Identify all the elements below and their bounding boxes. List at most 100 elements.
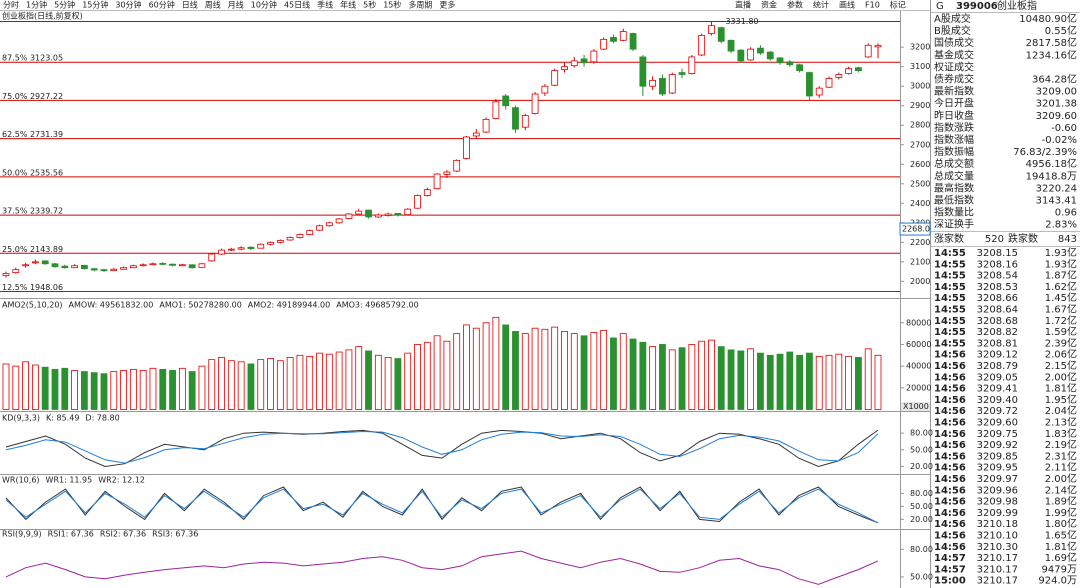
candle-body (874, 45, 882, 48)
toolbar-tab[interactable]: 60分钟 (149, 0, 175, 10)
toolbar-tool[interactable]: 参数 (787, 0, 803, 10)
toolbar-tab[interactable]: 30分钟 (115, 0, 141, 10)
info-value: 4956.18亿 (1026, 157, 1077, 170)
candle-body (169, 263, 176, 266)
indicator-line (5, 429, 879, 468)
toolbar-tool[interactable]: 统计 (813, 0, 829, 10)
volume-bar (512, 331, 519, 410)
toolbar-tool[interactable]: 直播 (735, 0, 751, 10)
tick-price: 3209.98 (977, 497, 1018, 508)
tick-volume: 1.45亿 (1045, 291, 1077, 304)
toolbar-tab[interactable]: 5秒 (363, 0, 376, 10)
toolbar-tab[interactable]: 15秒 (383, 0, 401, 10)
volume-bar (678, 347, 686, 410)
tick-volume: 1.81亿 (1045, 382, 1077, 395)
info-flag: G (936, 1, 944, 12)
y-tick-label: 20.00 (910, 462, 933, 471)
candle-body (698, 35, 706, 56)
y-tick-label: 50.00 (910, 502, 933, 511)
tick-volume: 2.13亿 (1045, 416, 1077, 429)
volume-bar (708, 339, 715, 410)
info-label: 最低指数 (934, 194, 974, 207)
toolbar-tab[interactable]: 分时 (3, 0, 19, 10)
candle-body (453, 159, 461, 172)
y-tick-label: 20.00 (910, 515, 933, 524)
tick-volume: 9479万 (1042, 564, 1077, 575)
candle-body (237, 247, 245, 250)
candle-body (267, 241, 274, 245)
candle-body (374, 214, 382, 218)
toolbar-tab[interactable]: 月线 (228, 0, 244, 10)
toolbar-tab[interactable]: 季线 (317, 0, 333, 10)
candle-body (218, 249, 225, 255)
tick-volume: 2.15亿 (1045, 359, 1077, 372)
info-value: 3143.41 (1036, 196, 1077, 207)
tick-price: 3209.12 (977, 350, 1018, 361)
volume-unit: X1000 (903, 402, 929, 411)
toolbar-tool[interactable]: 资金 (761, 0, 777, 10)
tick-volume: 1.59亿 (1045, 325, 1077, 338)
candle-body (129, 265, 137, 269)
volume-bar (247, 363, 255, 410)
info-value: 10480.90亿 (1019, 12, 1077, 25)
toolbar-tool[interactable]: F10 (865, 1, 880, 10)
volume-bar (845, 355, 853, 410)
toolbar-tab[interactable]: 日线 (182, 0, 198, 10)
toolbar-tab[interactable]: 周线 (205, 0, 221, 10)
info-label: 深证换手 (934, 218, 974, 231)
y-tick-label: 80000 (906, 318, 931, 327)
volume-bar (100, 373, 108, 410)
toolbar-tab[interactable]: 5分钟 (54, 0, 75, 10)
toolbar-tool[interactable]: 画线 (839, 0, 855, 10)
volume-bar (257, 359, 265, 410)
info-code: 399006 (956, 1, 998, 12)
y-tick-label: 3100 (910, 62, 930, 71)
toolbar-tab[interactable]: 年线 (340, 0, 356, 10)
info-label: 指数涨跌 (934, 121, 974, 134)
y-tick-label: 40000 (906, 362, 931, 371)
volume-bar (129, 368, 137, 410)
indicator-label: AMO3: 49685792.00 (336, 301, 418, 310)
candle-body (796, 64, 804, 71)
volume-bar (610, 337, 617, 410)
toolbar-tab[interactable]: 15分钟 (82, 0, 108, 10)
y-tick-label: 2000 (910, 277, 930, 286)
toolbar-tab[interactable]: 多周期 (408, 0, 432, 10)
candle-body (688, 56, 696, 74)
info-value: 3201.38 (1036, 99, 1077, 110)
volume-bar (316, 352, 323, 410)
tick-price: 3208.66 (977, 293, 1018, 304)
toolbar-tab[interactable]: 更多 (439, 0, 455, 10)
level-label: 62.5% 2731.39 (2, 130, 63, 139)
indicator-label: RSI(9,9,9) (2, 530, 42, 539)
tick-volume: 1.65亿 (1045, 529, 1077, 542)
tick-time: 14:55 (934, 271, 966, 282)
candle-body (12, 269, 20, 273)
candle-body (580, 58, 588, 64)
candle-body (414, 195, 421, 209)
y-tick-label: 2200 (910, 238, 930, 247)
max-label: 3331.80 (725, 17, 758, 26)
tick-price: 3208.82 (977, 327, 1018, 338)
cursor-label: 2268.0 (902, 225, 930, 234)
toolbar-tab[interactable]: 1分钟 (26, 0, 47, 10)
tick-time: 14:56 (934, 440, 966, 451)
tick-time: 14:56 (934, 429, 966, 440)
candle-body (825, 78, 833, 88)
candle-body (423, 189, 431, 196)
tick-price: 3208.15 (977, 248, 1018, 259)
candle-body (345, 213, 353, 219)
volume-bar (698, 340, 706, 410)
toolbar-tab[interactable]: 10分钟 (251, 0, 277, 10)
volume-bar (541, 328, 549, 410)
toolbar-tab[interactable]: 45日线 (284, 0, 310, 10)
toolbar-tool[interactable]: 标记 (890, 0, 906, 10)
tick-volume: 1.67亿 (1045, 303, 1077, 316)
volume-bar (169, 370, 176, 410)
candle-body (61, 265, 69, 269)
indicator-label: AMO1: 50278280.00 (159, 301, 241, 310)
candle-body (786, 61, 794, 66)
volume-bar (276, 360, 284, 410)
tick-time: 14:56 (934, 395, 966, 406)
